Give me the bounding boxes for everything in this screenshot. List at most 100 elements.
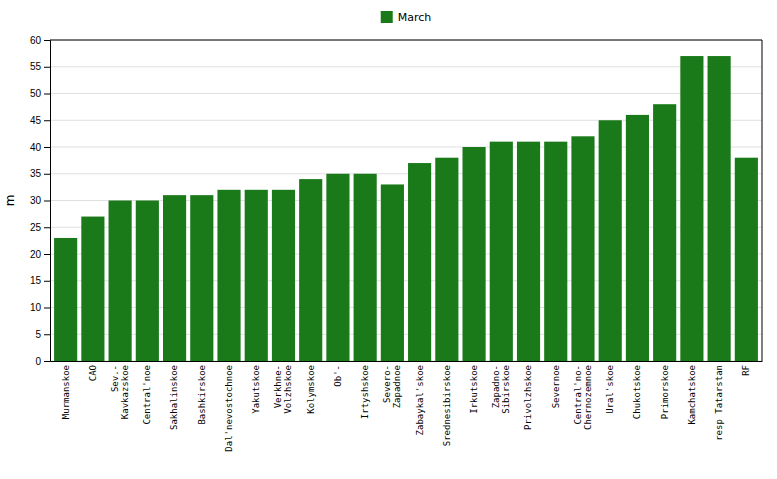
plot: 051015202530354045505560MurmanskoeCAOSev… [30, 35, 763, 452]
tick: 30 [30, 195, 50, 206]
tick: Ural'skoe [605, 365, 615, 414]
grid-line [50, 93, 762, 94]
tick-label: Irtyshskoe [360, 365, 370, 419]
tick-label: Verkhne-Volzhskoe [273, 365, 293, 414]
legend: March [381, 11, 432, 24]
tick: 50 [30, 88, 50, 99]
tick-label: Primorskoe [660, 365, 670, 419]
tick-label: Chukotskoe [632, 365, 642, 419]
tick: Central'noe [142, 365, 152, 425]
tick: Chukotskoe [632, 365, 642, 419]
tick-label: 45 [30, 115, 42, 126]
legend-label: March [398, 11, 432, 24]
bar [462, 147, 485, 361]
tick-label: Irkutskoe [469, 365, 479, 414]
tick-label: Murmanskoe [61, 365, 71, 419]
tick-label: RF [741, 365, 751, 376]
tick-label: Zabaykal'skoe [414, 365, 424, 435]
tick-label: 35 [30, 168, 42, 179]
tick-mark [44, 201, 50, 202]
bar [381, 184, 404, 361]
tick-label: Bashkirskoe [197, 365, 207, 425]
tick: Ob'- [333, 365, 343, 387]
tick-label: 40 [30, 142, 42, 153]
legend-swatch [381, 11, 393, 23]
frame [762, 40, 763, 361]
tick-mark [44, 308, 50, 309]
tick: 60 [30, 35, 50, 46]
bar [735, 158, 758, 361]
chart: 051015202530354045505560MurmanskoeCAOSev… [0, 0, 777, 479]
tick: 25 [30, 222, 50, 233]
bars [54, 56, 758, 361]
bar [272, 190, 295, 361]
tick-label: Kamchatskoe [687, 365, 697, 425]
tick: Zapadno-Sibirskoe [491, 365, 511, 414]
tick: Murmanskoe [61, 365, 71, 419]
tick-label: Srednesibirskoe [442, 365, 452, 446]
tick-label: 5 [35, 329, 41, 340]
bar [626, 115, 649, 361]
tick-label: Yakutskoe [251, 365, 261, 414]
x-axis: Murmanskoe CAO Sev.-Kavkazskoe Central'noe S… [51, 362, 763, 452]
tick-mark [44, 334, 50, 335]
tick: CAO [88, 365, 98, 381]
tick-label: Zapadno-Sibirskoe [491, 365, 511, 414]
tick-label: Severo-Zapadnoe [382, 365, 402, 408]
tick-mark [44, 40, 50, 41]
grid-line [50, 40, 762, 41]
tick-label: resp Tatarstan [714, 365, 724, 441]
tick-label: Ob'- [333, 365, 343, 387]
tick: Zabaykal'skoe [414, 365, 424, 435]
tick-label: Central'noe [142, 365, 152, 425]
bar [490, 142, 513, 361]
bar [354, 174, 377, 361]
tick: 40 [30, 142, 50, 153]
tick-mark [44, 174, 50, 175]
tick: Irkutskoe [469, 365, 479, 414]
tick: 45 [30, 115, 50, 126]
tick-label: Severnoe [551, 365, 561, 408]
tick: 15 [30, 275, 50, 286]
tick: RF [741, 365, 751, 376]
tick: Yakutskoe [251, 365, 261, 414]
bar [81, 217, 104, 361]
bar [163, 195, 186, 361]
tick: 20 [30, 249, 50, 260]
tick-mark [44, 94, 50, 95]
bar [571, 136, 594, 361]
tick: Verkhne-Volzhskoe [273, 365, 293, 414]
bar [54, 238, 77, 361]
tick-label: 25 [30, 222, 42, 233]
tick: resp Tatarstan [714, 365, 724, 441]
tick: Severo-Zapadnoe [382, 365, 402, 408]
bar [217, 190, 240, 361]
tick: Central'no-Chernozemnoe [573, 365, 593, 430]
tick: Primorskoe [660, 365, 670, 419]
tick: 10 [30, 302, 50, 313]
tick-label: 30 [30, 195, 42, 206]
tick-label: 0 [35, 356, 41, 367]
tick-label: 15 [30, 275, 42, 286]
tick: Severnoe [551, 365, 561, 408]
tick: Kamchatskoe [687, 365, 697, 425]
tick-label: 50 [30, 88, 42, 99]
tick-mark [44, 147, 50, 148]
tick: Kolymskoe [306, 365, 316, 414]
bar [517, 142, 540, 361]
bar [680, 56, 703, 361]
bar [435, 158, 458, 361]
bar [109, 201, 132, 362]
tick: Sev.-Kavkazskoe [110, 365, 130, 419]
tick: Sakhalinskoe [169, 365, 179, 430]
tick: 35 [30, 168, 50, 179]
y-axis: 051015202530354045505560 [30, 35, 51, 367]
tick-label: 10 [30, 302, 42, 313]
tick: 5 [35, 329, 50, 340]
tick-label: Dal'nevostochnoe [224, 365, 234, 452]
tick-mark [44, 227, 50, 228]
tick-mark [44, 67, 50, 68]
axis-line [44, 41, 51, 362]
tick: 0 [35, 356, 50, 367]
bar [708, 56, 731, 361]
